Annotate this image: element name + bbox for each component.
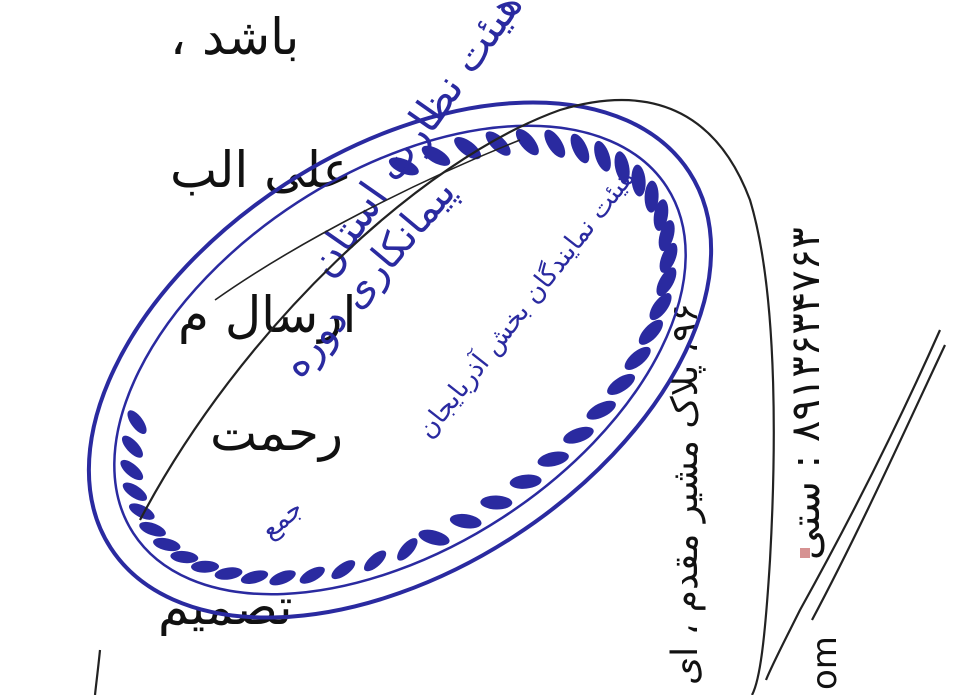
small-mark bbox=[800, 548, 810, 558]
stamp-text-4: جمع bbox=[255, 493, 309, 545]
laurel-leaf bbox=[122, 482, 148, 501]
laurel-leaf bbox=[191, 560, 220, 573]
signature-strokes bbox=[93, 98, 946, 695]
stamp-outer-ring bbox=[86, 100, 714, 620]
laurel-leaf bbox=[454, 136, 482, 160]
laurel-leaf bbox=[656, 267, 677, 297]
laurel-leaf bbox=[594, 140, 611, 172]
laurel-leaf bbox=[658, 220, 675, 252]
laurel-leaf bbox=[563, 426, 594, 444]
laurel-leaf bbox=[515, 128, 539, 156]
laurel-leaf bbox=[485, 131, 511, 156]
laurel-leaf bbox=[509, 474, 542, 489]
laurel-leaf bbox=[363, 550, 387, 572]
laurel-leaf bbox=[638, 319, 663, 345]
laurel-leaf bbox=[240, 570, 269, 584]
laurel-leaf bbox=[153, 537, 181, 552]
laurel-leaf bbox=[128, 503, 155, 520]
laurel-leaf bbox=[397, 538, 418, 561]
laurel-leaf bbox=[644, 180, 659, 213]
laurel-leaf bbox=[653, 199, 669, 231]
laurel-leaf bbox=[544, 129, 566, 158]
laurel-leaf bbox=[631, 164, 646, 197]
laurel-leaf bbox=[449, 513, 482, 529]
body-text-line-4: رحمت bbox=[210, 404, 344, 462]
laurel-leaf bbox=[388, 157, 419, 176]
laurel-leaf bbox=[331, 560, 356, 580]
laurel-leaf bbox=[659, 242, 678, 273]
laurel-leaf bbox=[586, 400, 616, 420]
laurel-leaf bbox=[624, 346, 651, 370]
laurel-leaf bbox=[480, 495, 513, 510]
laurel-wreath-icon bbox=[120, 128, 678, 586]
laurel-leaf bbox=[139, 521, 166, 537]
body-text-line-1: باشد ، bbox=[170, 8, 300, 66]
laurel-leaf bbox=[214, 567, 243, 580]
body-text-line-3: ارسال م bbox=[178, 286, 357, 344]
laurel-leaf bbox=[607, 373, 636, 395]
laurel-leaf bbox=[120, 459, 144, 481]
laurel-leaf bbox=[170, 550, 199, 564]
laurel-leaf bbox=[421, 145, 451, 166]
laurel-leaf bbox=[299, 566, 325, 584]
laurel-leaf bbox=[649, 293, 672, 321]
laurel-leaf bbox=[570, 133, 590, 164]
laurel-leaf bbox=[269, 570, 296, 586]
laurel-leaf bbox=[537, 451, 569, 467]
stamp-inner-ring bbox=[113, 124, 687, 596]
laurel-leaf bbox=[127, 410, 147, 435]
laurel-leaf bbox=[121, 435, 143, 458]
stamp-text-group: هیئت نظارت استان پیمانکاری دوره هیئت نما… bbox=[255, 0, 640, 545]
laurel-leaf bbox=[614, 151, 630, 183]
laurel-leaf bbox=[418, 529, 450, 546]
